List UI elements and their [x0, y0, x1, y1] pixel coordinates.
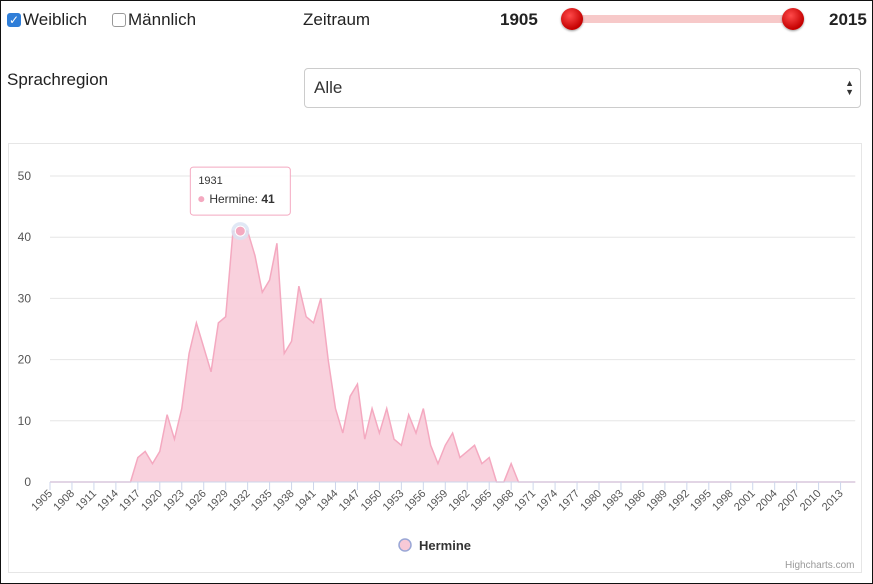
x-tick-label: 1932 [227, 488, 253, 514]
area-fill [50, 231, 856, 482]
legend-symbol [398, 538, 412, 552]
hover-point [234, 225, 246, 237]
credits-text[interactable]: Highcharts.com [785, 560, 855, 571]
y-tick-label: 50 [18, 169, 32, 183]
tooltip-box [189, 166, 291, 216]
x-tick-label: 1947 [337, 488, 363, 514]
tooltip-series: Hermine: 41 [209, 192, 275, 206]
checkmark-icon[interactable]: ✓ [7, 13, 21, 27]
x-tick-label: 1986 [622, 488, 648, 514]
x-tick-label: 1992 [666, 488, 692, 514]
area-series [50, 230, 856, 483]
legend: Hermine [398, 538, 471, 553]
legend-label: Hermine [419, 538, 471, 553]
range-start-handle[interactable] [561, 8, 583, 30]
x-tick-label: 1917 [117, 488, 143, 514]
x-tick-label: 1938 [271, 488, 297, 514]
x-tick-label: 1953 [381, 488, 407, 514]
region-label: Sprachregion [7, 70, 109, 89]
x-tick-label: 1950 [359, 488, 385, 514]
x-tick-label: 1971 [512, 488, 538, 514]
empty-checkbox-icon[interactable] [112, 13, 126, 27]
female-checkbox[interactable]: ✓ Weiblich [7, 10, 87, 30]
x-tick-label: 2001 [732, 488, 758, 514]
region-select[interactable]: Alle ▲ ▼ [304, 68, 861, 108]
x-tick-label: 1998 [710, 488, 736, 514]
x-tick-label: 2007 [776, 488, 802, 514]
y-tick-label: 10 [18, 414, 32, 428]
x-tick-label: 1905 [29, 488, 55, 514]
period-label: Zeitraum [303, 10, 371, 29]
y-tick-label: 0 [24, 475, 31, 489]
range-start-value: 1905 [500, 10, 538, 29]
x-tick-label: 2004 [754, 488, 780, 514]
male-checkbox[interactable]: Männlich [112, 10, 196, 30]
range-end-handle[interactable] [782, 8, 804, 30]
x-tick-label: 2013 [820, 488, 846, 514]
region-select-value: Alle [314, 78, 343, 97]
x-tick-label: 2010 [798, 488, 824, 514]
x-tick-label: 1977 [556, 488, 582, 514]
x-tick-label: 1989 [644, 488, 670, 514]
x-tick-label: 1956 [403, 488, 429, 514]
x-tick-label: 1926 [183, 488, 209, 514]
y-tick-label: 40 [18, 230, 32, 244]
x-tick-label: 1935 [249, 488, 275, 514]
x-tick-label: 1965 [469, 488, 495, 514]
tooltip-series-dot [198, 196, 205, 203]
x-tick-label: 1980 [578, 488, 604, 514]
x-tick-label: 1920 [139, 488, 165, 514]
x-tick-label: 1983 [600, 488, 626, 514]
x-tick-label: 1914 [95, 488, 121, 514]
range-slider-track[interactable] [572, 15, 793, 23]
x-tick-label: 1968 [490, 488, 516, 514]
tooltip-value: 41 [261, 192, 275, 206]
x-tick-label: 1995 [688, 488, 714, 514]
select-arrows-icon: ▲ ▼ [845, 78, 854, 97]
y-tick-label: 30 [18, 291, 32, 305]
x-tick-label: 1923 [161, 488, 187, 514]
female-label: Weiblich [23, 10, 87, 29]
x-tick-label: 1959 [425, 488, 451, 514]
male-label: Männlich [128, 10, 197, 29]
tooltip-year: 1931 [198, 175, 222, 187]
x-tick-label: 1962 [447, 488, 473, 514]
x-tick-label: 1911 [74, 488, 99, 513]
x-axis: 1905190819111914191719201923192619291932… [29, 481, 856, 514]
y-tick-label: 20 [18, 353, 32, 367]
chart-container [8, 143, 862, 573]
x-tick-label: 1908 [51, 488, 77, 514]
tooltip: 1931 Hermine: 41 [189, 166, 291, 241]
x-tick-label: 1941 [293, 488, 319, 514]
x-tick-label: 1974 [534, 488, 560, 514]
y-axis: 0 10 20 30 40 50 [18, 169, 32, 489]
x-tick-label: 1929 [205, 488, 231, 514]
x-tick-label: 1944 [315, 488, 341, 514]
range-end-value: 2015 [829, 10, 867, 29]
